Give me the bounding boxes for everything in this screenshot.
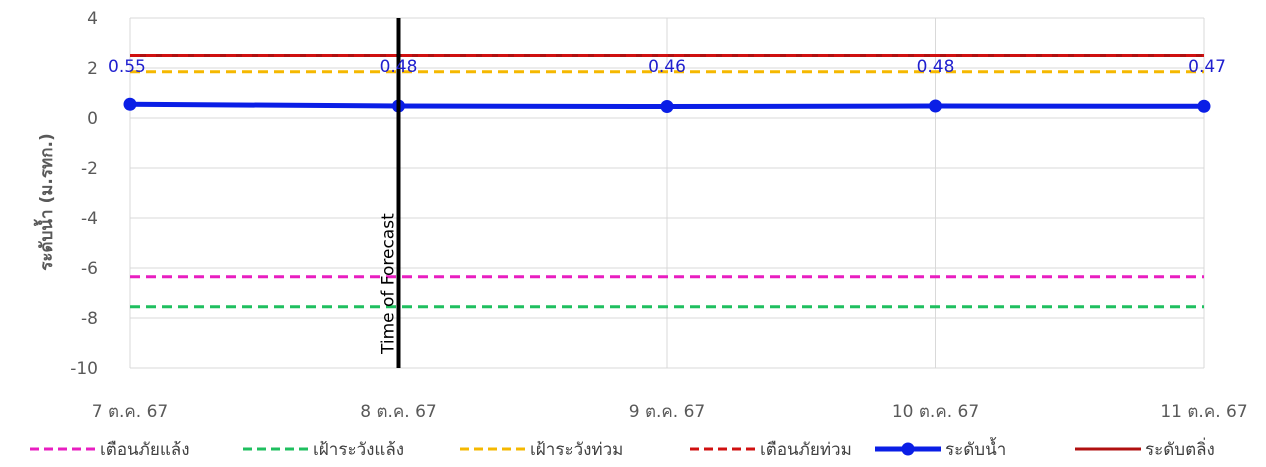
data-labels: 0.55 0.48 0.46 0.48 0.47 [108, 57, 1226, 77]
forecast-marker-label: Time of Forecast [379, 213, 399, 355]
y-tick-label: -8 [81, 309, 98, 329]
y-tick-label: 0 [87, 109, 98, 129]
y-tick-label: 2 [87, 59, 98, 79]
data-label: 0.47 [1188, 57, 1226, 77]
y-tick-label: -4 [81, 209, 98, 229]
legend-label: เตือนภัยแล้ง [100, 440, 190, 460]
legend-item: เตือนภัยท่วม [690, 440, 852, 460]
legend-item: ระดับน้ำ [875, 437, 1006, 460]
data-label: 0.46 [648, 57, 686, 77]
grid-lines [129, 17, 1205, 369]
legend-item: เฝ้าระวังแล้ง [243, 440, 404, 460]
legend-marker [901, 442, 915, 456]
y-tick-label: -6 [81, 259, 98, 279]
series-lines [123, 54, 1211, 309]
legend-item: ระดับตลิ่ง [1075, 437, 1215, 460]
x-tick-label: 10 ต.ค. 67 [892, 402, 979, 422]
data-point [1197, 99, 1211, 113]
x-tick-label: 8 ต.ค. 67 [360, 402, 436, 422]
x-tick-label: 9 ต.ค. 67 [629, 402, 705, 422]
y-tick-label: 4 [87, 9, 98, 29]
data-point [660, 100, 674, 113]
legend: เตือนภัยแล้ง เฝ้าระวังแล้ง เฝ้าระวังท่วม เต… [30, 437, 1215, 460]
x-axis-ticks: 7 ต.ค. 67 8 ต.ค. 67 9 ต.ค. 67 10 ต.ค. 67 11 … [92, 402, 1248, 422]
legend-label: ระดับน้ำ [945, 437, 1006, 460]
data-point [123, 97, 137, 111]
legend-label: เฝ้าระวังท่วม [530, 440, 623, 460]
data-label: 0.55 [108, 57, 146, 77]
data-label: 0.48 [917, 57, 955, 77]
y-axis-label: ระดับน้ำ (ม.รทก.) [33, 133, 57, 270]
y-tick-label: -10 [70, 359, 98, 379]
y-axis-ticks: 4 2 0 -2 -4 -6 -8 -10 [70, 9, 98, 379]
legend-label: เฝ้าระวังแล้ง [313, 440, 404, 460]
y-tick-label: -2 [81, 159, 98, 179]
legend-label: เตือนภัยท่วม [760, 440, 852, 460]
x-tick-label: 11 ต.ค. 67 [1160, 402, 1247, 422]
forecast-marker: Time of Forecast [379, 18, 401, 368]
legend-label: ระดับตลิ่ง [1145, 437, 1215, 460]
data-point [929, 99, 942, 113]
x-tick-label: 7 ต.ค. 67 [92, 402, 168, 422]
data-label: 0.48 [380, 57, 418, 77]
legend-item: เตือนภัยแล้ง [30, 440, 190, 460]
legend-item: เฝ้าระวังท่วม [460, 440, 623, 460]
